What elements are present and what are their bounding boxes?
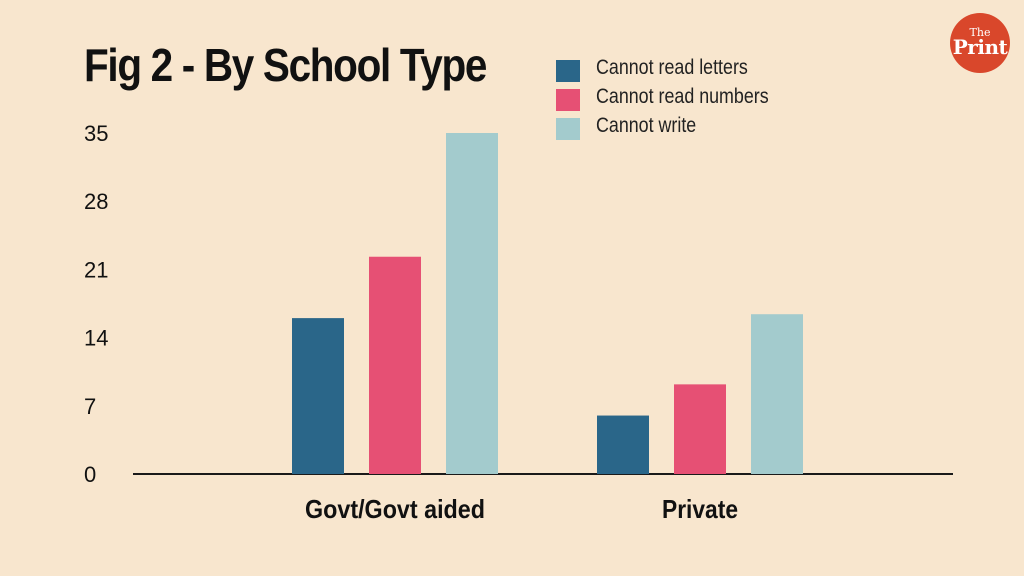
bar-letters-private [597,415,649,474]
x-category-label: Govt/Govt aided [305,494,485,524]
y-tick-label: 14 [84,326,108,351]
legend-label-write: Cannot write [596,114,697,137]
theprint-logo: The Print [950,13,1010,73]
legend-label-letters: Cannot read letters [596,56,748,79]
bar-write-private [751,314,803,474]
bar-numbers-govt [369,256,421,474]
chart-title: Fig 2 - By School Type [84,39,487,91]
y-tick-label: 35 [84,121,108,146]
y-tick-label: 7 [84,394,96,419]
x-category-label: Private [662,494,738,524]
bar-letters-govt [292,318,344,474]
y-tick-label: 21 [84,257,108,282]
bar-numbers-private [674,384,726,474]
legend-label-numbers: Cannot read numbers [596,85,769,108]
logo-text-print: Print [952,35,1008,59]
y-tick-label: 0 [84,462,96,487]
legend-swatch-write [556,118,580,140]
logo-text-the: The [969,26,991,39]
bar-write-govt [446,133,498,474]
legend-swatch-numbers [556,89,580,111]
legend-swatch-letters [556,60,580,82]
y-tick-label: 28 [84,189,108,214]
